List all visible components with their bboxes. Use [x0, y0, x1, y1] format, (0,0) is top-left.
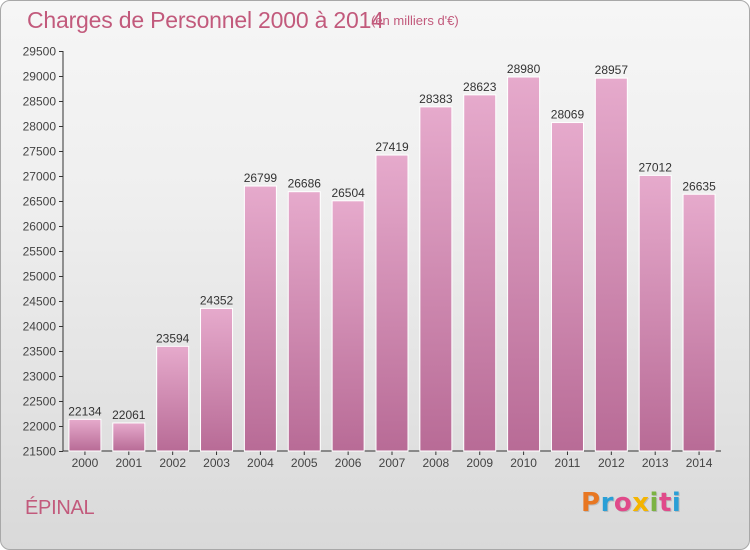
bar	[419, 106, 453, 452]
y-tick-label: 25500	[23, 245, 57, 259]
city-name: ÉPINAL	[25, 497, 95, 519]
bar	[463, 94, 497, 452]
y-tick-label: 28500	[23, 95, 57, 109]
x-tick-label: 2011	[555, 456, 581, 470]
value-label: 26504	[331, 186, 365, 200]
y-tick-label: 29500	[23, 45, 57, 59]
x-tick-label: 2003	[203, 456, 230, 470]
bar	[550, 122, 584, 452]
logo-letter: o	[613, 488, 633, 518]
axes: 21500 22000 22500 23000 23500 24000 24500 25000…	[23, 45, 721, 470]
proxiti-logo[interactable]: Proxiti	[581, 488, 681, 518]
bar	[682, 193, 716, 452]
logo-letter: r	[600, 488, 614, 518]
value-label: 26635	[682, 179, 716, 193]
y-tick-label: 28000	[23, 120, 57, 134]
logo-letter: i	[649, 488, 659, 518]
value-label: 22061	[112, 408, 146, 422]
y-tick-label: 29000	[23, 70, 57, 84]
y-tick-label: 24500	[23, 295, 57, 309]
logo-letter: i	[671, 488, 682, 518]
bar	[594, 77, 628, 452]
value-label: 28623	[463, 80, 497, 94]
value-label: 24352	[200, 293, 234, 307]
value-label: 28980	[507, 62, 541, 76]
bars: 22134 22061 23594 24352 26799 26686 26504 27419…	[68, 62, 716, 452]
y-tick-label: 23000	[23, 370, 57, 384]
bar	[638, 174, 672, 452]
x-tick-label: 2004	[247, 456, 274, 470]
chart-unit: (en milliers d'€)	[371, 13, 459, 28]
value-label: 22134	[68, 404, 102, 418]
bar	[243, 185, 277, 452]
x-tick-label: 2014	[686, 456, 713, 470]
bar	[156, 345, 190, 452]
bar	[287, 191, 321, 452]
y-tick-label: 24000	[23, 320, 57, 334]
value-label: 27012	[639, 160, 673, 174]
bar	[375, 154, 409, 452]
x-tick-label: 2001	[115, 456, 142, 470]
y-tick-label: 27500	[23, 145, 57, 159]
y-tick-label: 23500	[23, 345, 57, 359]
y-tick-label: 27000	[23, 170, 57, 184]
value-label: 27419	[375, 140, 409, 154]
y-tick-label: 22000	[23, 420, 57, 434]
x-tick-label: 2009	[466, 456, 493, 470]
chart-title: Charges de Personnel 2000 à 2014	[27, 7, 384, 33]
value-label: 28383	[419, 92, 453, 106]
y-tick-label: 22500	[23, 395, 57, 409]
value-label: 26686	[288, 177, 322, 191]
x-tick-label: 2012	[598, 456, 625, 470]
bar	[200, 307, 234, 452]
value-label: 28069	[551, 108, 585, 122]
logo-letter: P	[581, 488, 601, 518]
x-tick-label: 2000	[72, 456, 99, 470]
x-tick-label: 2008	[423, 456, 450, 470]
x-tick-label: 2002	[159, 456, 186, 470]
bar	[507, 76, 541, 452]
value-label: 28957	[595, 63, 629, 77]
bar	[331, 200, 365, 452]
bar	[112, 422, 146, 452]
logo-letter: t	[658, 488, 672, 518]
bar-chart: 21500 22000 22500 23000 23500 24000 24500 25000…	[23, 45, 721, 470]
bar	[68, 418, 102, 452]
y-tick-label: 25000	[23, 270, 57, 284]
x-tick-label: 2013	[642, 456, 669, 470]
value-label: 26799	[244, 171, 278, 185]
y-tick-label: 21500	[23, 445, 57, 459]
x-tick-label: 2007	[379, 456, 406, 470]
x-tick-label: 2005	[291, 456, 318, 470]
x-tick-label: 2006	[335, 456, 362, 470]
logo-letter: x	[632, 488, 650, 518]
value-label: 23594	[156, 331, 190, 345]
y-tick-label: 26000	[23, 220, 57, 234]
y-tick-label: 26500	[23, 195, 57, 209]
x-tick-label: 2010	[510, 456, 537, 470]
